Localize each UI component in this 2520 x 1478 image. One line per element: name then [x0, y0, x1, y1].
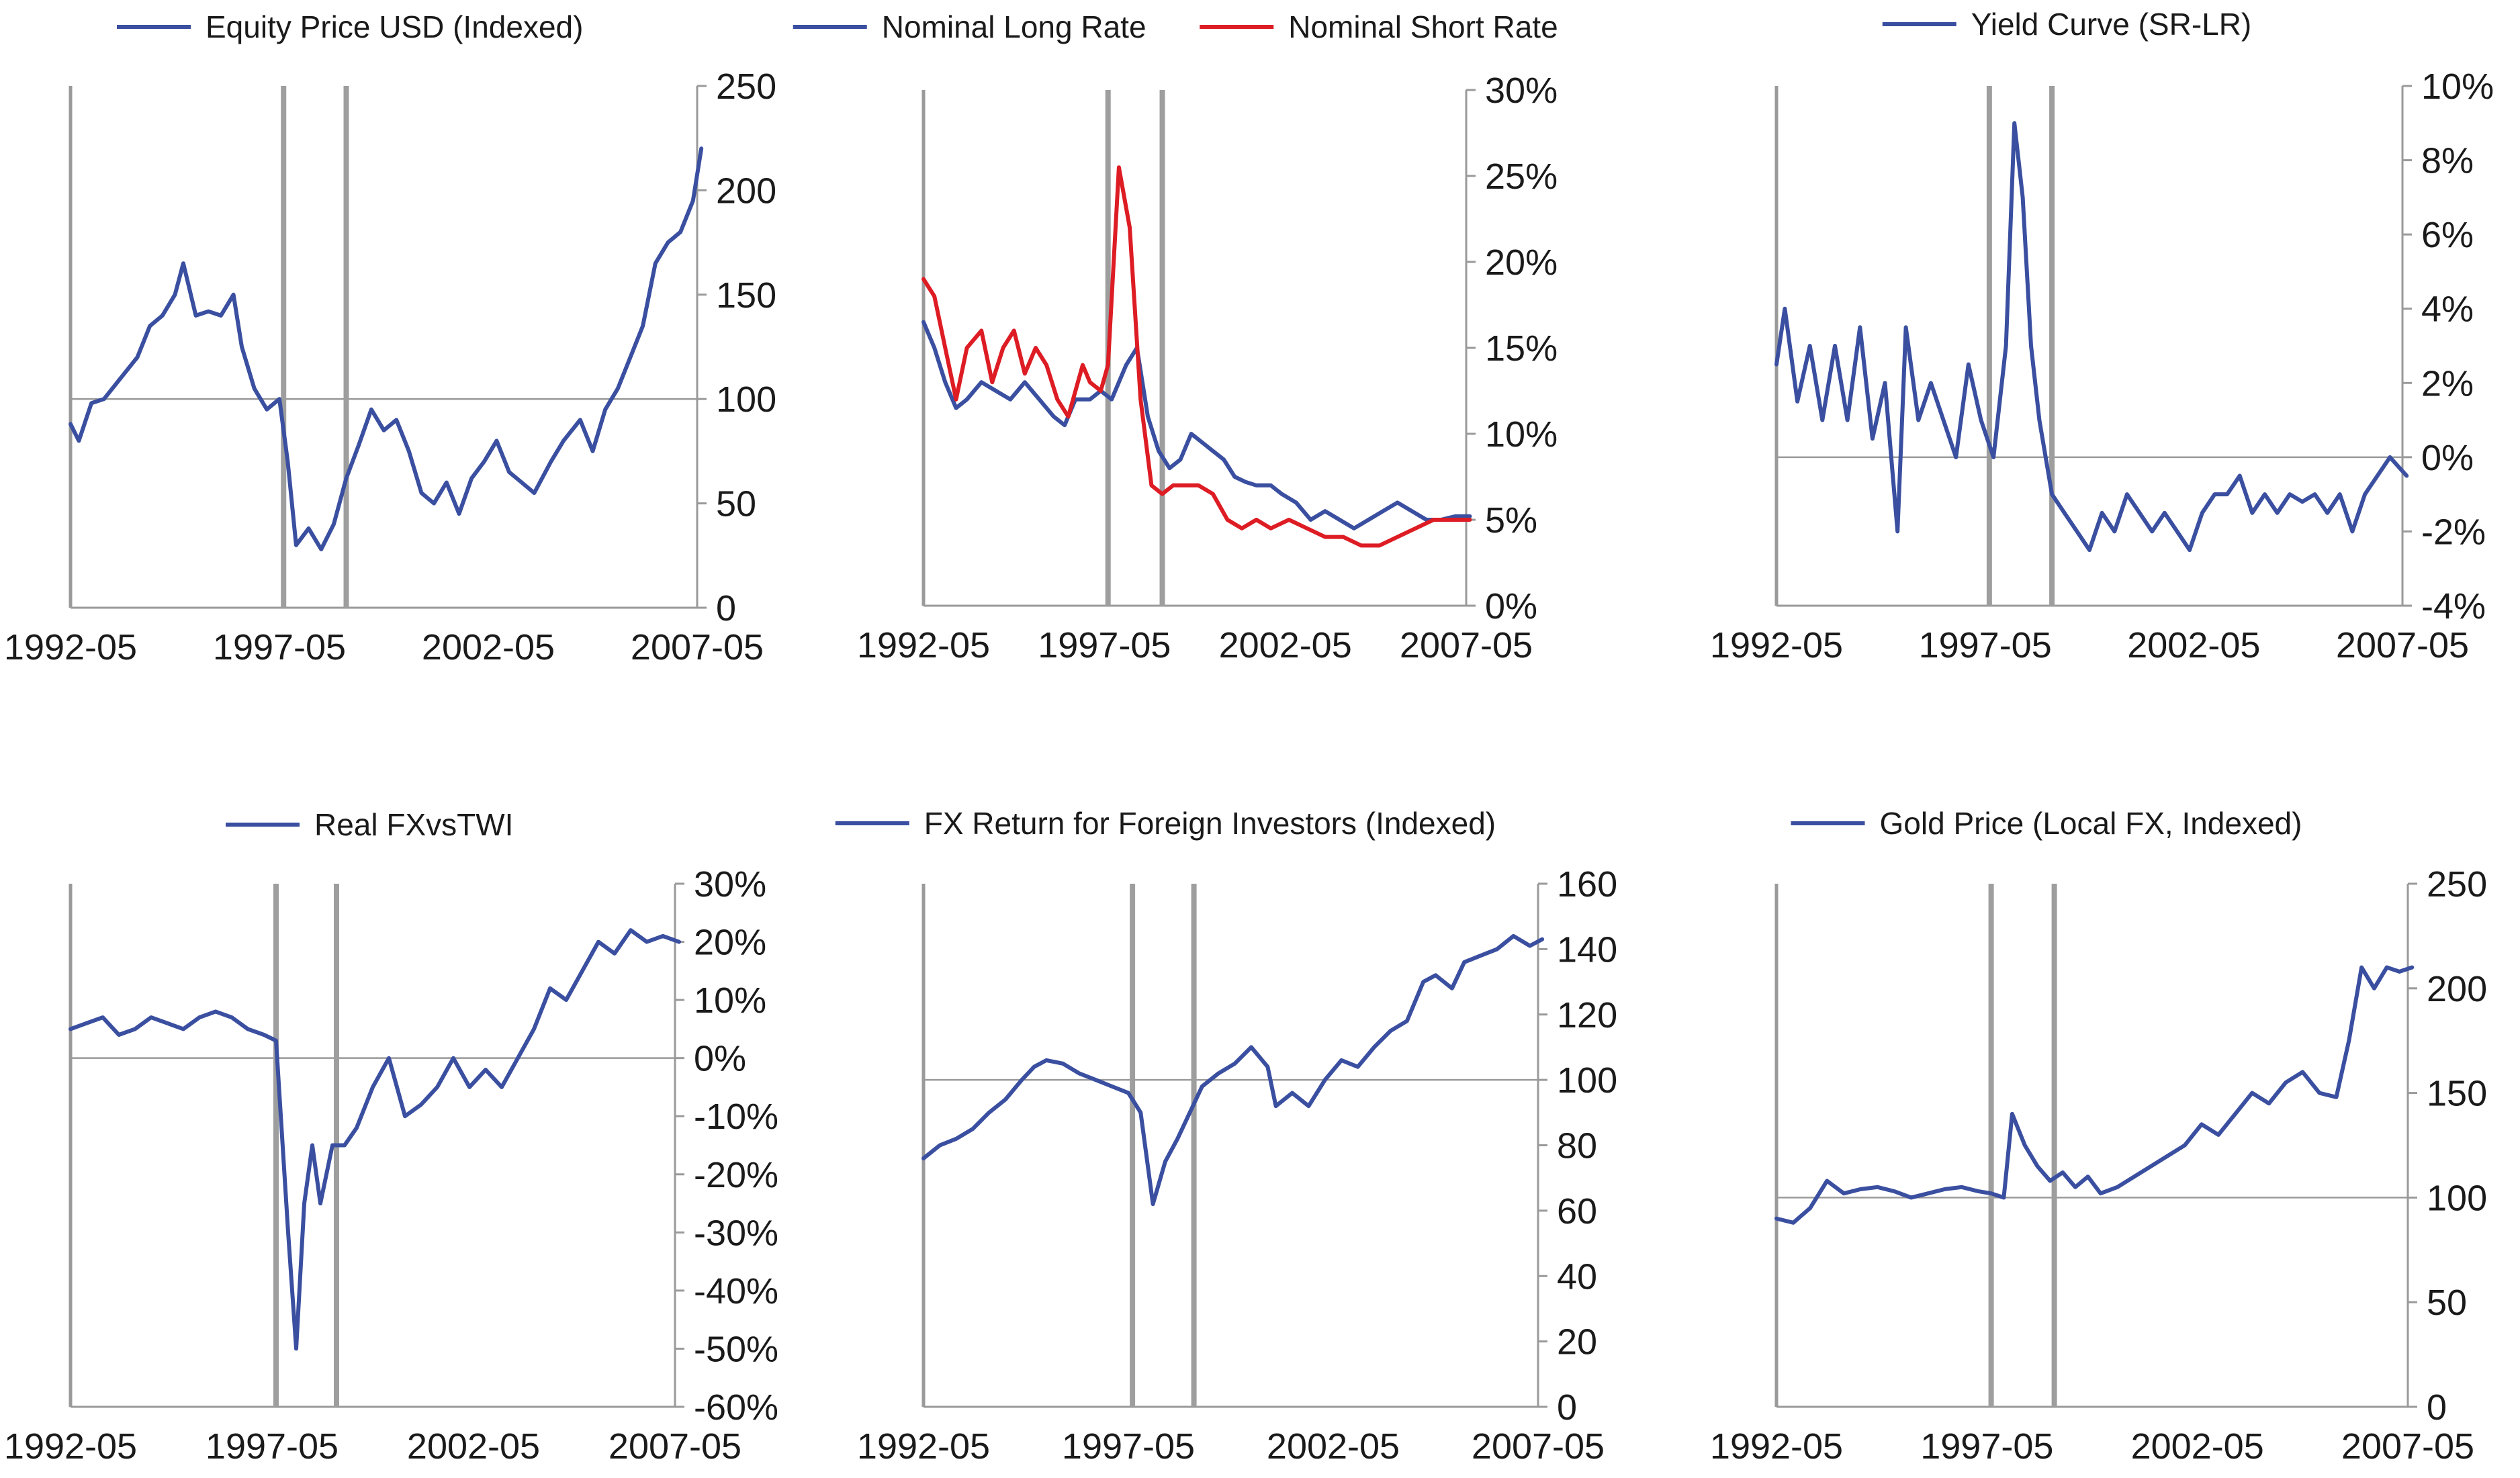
- y-tick-label: 250: [716, 66, 776, 107]
- x-tick-label: 2007-05: [1400, 625, 1533, 665]
- y-tick-label: 30%: [1485, 71, 1558, 111]
- series-line: [921, 933, 1545, 1207]
- y-tick-label: 6%: [2421, 215, 2474, 255]
- y-tick-label: 2%: [2421, 363, 2474, 404]
- y-tick-label: 0: [1557, 1387, 1577, 1428]
- legend-label: Yield Curve (SR-LR): [1971, 7, 2252, 42]
- y-tick-label: 60: [1557, 1191, 1597, 1232]
- legend-label: FX Return for Foreign Investors (Indexed…: [924, 806, 1496, 841]
- x-tick-label: 1992-05: [4, 627, 137, 667]
- y-tick-label: 15%: [1485, 328, 1558, 369]
- x-tick-label: 1992-05: [857, 1426, 990, 1467]
- x-tick-label: 1992-05: [4, 1426, 137, 1467]
- x-tick-label: 1997-05: [1038, 625, 1171, 665]
- legend: Yield Curve (SR-LR): [1882, 7, 2252, 42]
- y-tick-label: 5%: [1485, 500, 1537, 541]
- legend-label: Nominal Long Rate: [882, 9, 1146, 44]
- x-tick-label: 1992-05: [1710, 625, 1843, 665]
- y-tick-label: 40: [1557, 1256, 1597, 1297]
- y-tick-label: 0%: [1485, 586, 1537, 627]
- y-tick-label: 150: [716, 275, 776, 316]
- x-tick-label: 1997-05: [213, 627, 346, 667]
- y-tick-label: -10%: [694, 1097, 778, 1137]
- y-tick-label: 8%: [2421, 141, 2474, 181]
- fx-return-chart: 0 20 40 60 80 100 120 140 160 1992-05 1997-05 2002-…: [835, 806, 1617, 1467]
- x-tick-label: 1997-05: [1062, 1426, 1195, 1467]
- y-tick-label: -4%: [2421, 586, 2486, 627]
- legend: Gold Price (Local FX, Indexed): [1791, 806, 2302, 841]
- x-tick-label: 1997-05: [1919, 625, 2052, 665]
- rates-chart: 0% 5% 10% 15% 20% 25% 30% 1992-05 1997-05 2002-05…: [793, 9, 1558, 665]
- series-line: [1774, 965, 2415, 1225]
- y-tick-label: 200: [716, 171, 776, 211]
- x-tick-label: 2002-05: [2131, 1426, 2264, 1467]
- y-tick-label: 0: [716, 588, 736, 629]
- x-tick-label: 2002-05: [407, 1426, 540, 1467]
- y-tick-label: 100: [2427, 1178, 2487, 1218]
- x-tick-label: 2002-05: [1267, 1426, 1400, 1467]
- legend-label: Real FXvsTWI: [314, 807, 513, 842]
- y-tick-label: 50: [716, 484, 756, 524]
- yield-curve-chart: -4% -2% 0% 2% 4% 6% 8% 10% 1992-05 1997-05 2002-05…: [1710, 7, 2494, 665]
- y-tick-label: 10%: [694, 980, 766, 1021]
- gold-chart: 0 50 100 150 200 250 1992-05 1997-05 2002-05 2007…: [1710, 806, 2487, 1467]
- legend: Equity Price USD (Indexed): [117, 9, 583, 44]
- series-line: [69, 146, 704, 551]
- x-tick-label: 2007-05: [1472, 1426, 1605, 1467]
- y-tick-label: -2%: [2421, 512, 2486, 552]
- legend-label: Nominal Short Rate: [1288, 9, 1558, 44]
- y-tick-label: -60%: [694, 1387, 778, 1428]
- y-tick-label: 0%: [694, 1039, 746, 1079]
- y-tick-label: 200: [2427, 969, 2487, 1009]
- equity-chart: 0 50 100 150 200 250 1992-05 1997-05 2002-05 2007…: [4, 9, 776, 667]
- y-tick-label: 140: [1557, 929, 1617, 970]
- x-tick-label: 1992-05: [1710, 1426, 1843, 1467]
- legend-label: Gold Price (Local FX, Indexed): [1880, 806, 2302, 841]
- x-tick-label: 2007-05: [631, 627, 764, 667]
- y-tick-label: 25%: [1485, 156, 1558, 197]
- series-line: [69, 928, 681, 1351]
- y-tick-label: 10%: [2421, 66, 2494, 107]
- real-fx-chart: -60% -50% -40% -30% -20% -10% 0% 10% 20% 30% 1992-…: [4, 807, 778, 1467]
- y-tick-label: 4%: [2421, 289, 2474, 330]
- series-line: [921, 165, 1472, 548]
- series-line: [921, 320, 1472, 530]
- series-line: [1774, 121, 2409, 553]
- y-tick-label: 20: [1557, 1322, 1597, 1362]
- x-tick-label: 2002-05: [1219, 625, 1352, 665]
- x-tick-label: 2007-05: [609, 1426, 741, 1467]
- x-tick-label: 2002-05: [422, 627, 555, 667]
- legend: FX Return for Foreign Investors (Indexed…: [835, 806, 1496, 841]
- y-tick-label: 250: [2427, 864, 2487, 905]
- x-tick-label: 1997-05: [206, 1426, 339, 1467]
- legend: Real FXvsTWI: [226, 807, 513, 842]
- x-tick-label: 2007-05: [2336, 625, 2469, 665]
- y-tick-label: 80: [1557, 1126, 1597, 1166]
- y-tick-label: 10%: [1485, 414, 1558, 455]
- y-tick-label: -30%: [694, 1213, 778, 1253]
- x-tick-label: 2007-05: [2341, 1426, 2474, 1467]
- x-tick-label: 1997-05: [1920, 1426, 2053, 1467]
- y-tick-label: -20%: [694, 1155, 778, 1195]
- y-tick-label: 20%: [1485, 242, 1558, 283]
- y-tick-label: 20%: [694, 923, 766, 963]
- y-tick-label: 100: [716, 379, 776, 420]
- x-tick-label: 2002-05: [2127, 625, 2260, 665]
- y-tick-label: 150: [2427, 1074, 2487, 1114]
- y-tick-label: 0%: [2421, 438, 2474, 478]
- y-tick-label: 120: [1557, 995, 1617, 1035]
- y-tick-label: 50: [2427, 1283, 2467, 1323]
- legend: Nominal Long Rate Nominal Short Rate: [793, 9, 1558, 44]
- y-tick-label: 0: [2427, 1387, 2447, 1428]
- y-tick-label: -40%: [694, 1271, 778, 1311]
- y-tick-label: 160: [1557, 864, 1617, 905]
- x-tick-label: 1992-05: [857, 625, 990, 665]
- y-tick-label: 100: [1557, 1060, 1617, 1101]
- y-tick-label: 30%: [694, 864, 766, 905]
- legend-label: Equity Price USD (Indexed): [206, 9, 583, 44]
- y-tick-label: -50%: [694, 1329, 778, 1369]
